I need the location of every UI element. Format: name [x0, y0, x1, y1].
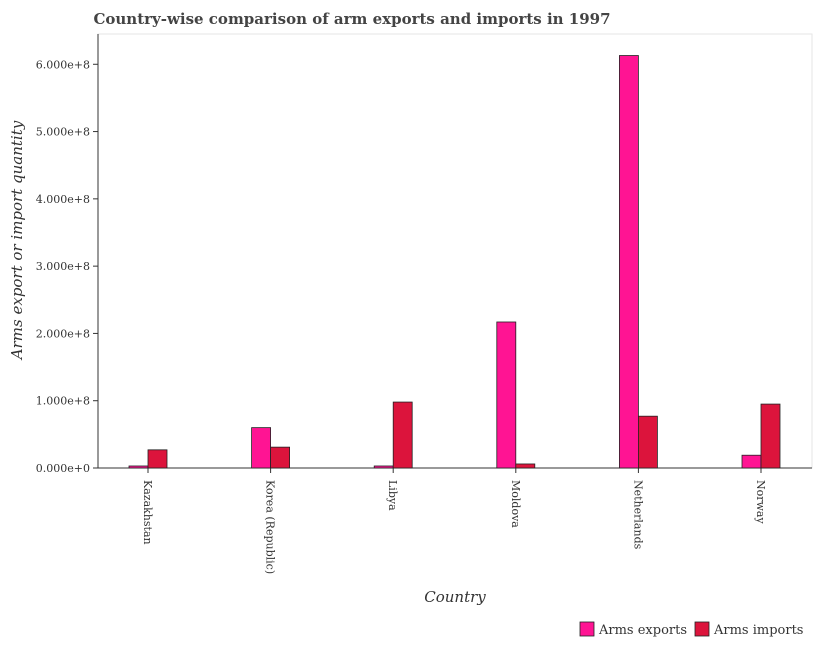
x-tick-label: Moldova	[509, 480, 522, 528]
bar-exports	[496, 321, 517, 469]
x-tick-label: Netherlands	[631, 480, 644, 550]
x-axis-label: Country	[424, 588, 486, 606]
y-tick-label: 3.000e+8	[36, 260, 90, 273]
legend-label: Arms exports	[598, 623, 687, 638]
bar-exports	[741, 454, 762, 469]
legend-swatch	[694, 621, 710, 637]
y-tick-label: 1.000e+8	[36, 395, 90, 408]
plot-frame	[97, 33, 813, 469]
bar-imports	[515, 463, 536, 469]
bar-imports	[270, 446, 291, 469]
bar-imports	[147, 449, 168, 469]
x-tick-label: Korea (Republic)	[264, 480, 277, 574]
x-tick-label: Libya	[386, 480, 399, 511]
x-tick-label: Norway	[754, 480, 767, 524]
bar-imports	[638, 415, 658, 469]
bar-exports	[619, 55, 639, 469]
bar-exports	[373, 465, 394, 469]
chart-title: Country-wise comparison of arm exports a…	[93, 10, 610, 28]
bars	[128, 55, 781, 469]
legend-swatch	[579, 621, 595, 637]
y-tick-label: 5.000e+8	[36, 126, 90, 139]
legend: Arms exports Arms imports	[579, 621, 803, 638]
bar-imports	[392, 401, 413, 469]
bar-exports	[251, 427, 272, 469]
legend-label: Arms imports	[713, 623, 803, 638]
y-tick-label: 2.000e+8	[36, 327, 90, 340]
y-axis-label: Arms export or import quantity	[8, 120, 26, 361]
y-axis: 0.000e+0 1.000e+8 2.000e+8 3.000e+8 4.000e+8…	[36, 34, 99, 475]
y-tick-label: 0.000e+0	[36, 462, 90, 475]
y-tick-label: 4.000e+8	[36, 193, 90, 206]
bar-exports	[128, 465, 149, 469]
bar-imports	[760, 403, 781, 469]
y-tick-label: 6.000e+8	[36, 58, 90, 71]
x-tick-label: Kazakhstan	[141, 480, 154, 545]
x-axis: Kazakhstan Korea (Republic) Libya Moldova Ne…	[98, 467, 812, 574]
